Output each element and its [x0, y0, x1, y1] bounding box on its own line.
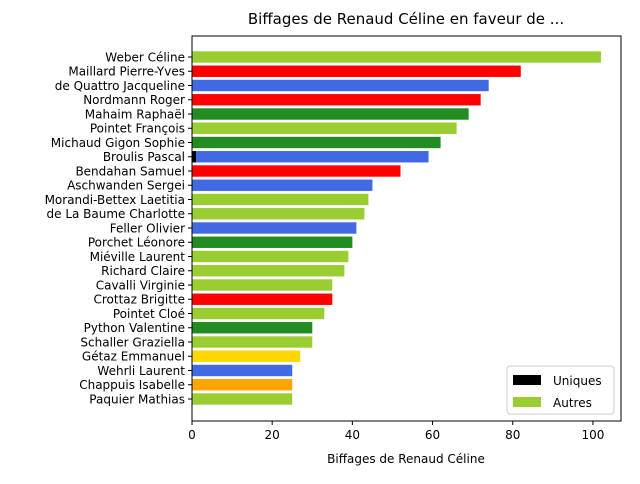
x-tick-label-100: 100 [581, 428, 604, 442]
y-tick-label-morandi-bettex-laetitia: Morandi-Bettex Laetitia [45, 193, 185, 207]
y-tick-label-crottaz-brigitte: Crottaz Brigitte [93, 293, 185, 307]
bar-autres-de-quattro-jacqueline [192, 79, 489, 92]
x-tick-label-20: 20 [265, 428, 280, 442]
y-tick-label-mieville-laurent: Miéville Laurent [90, 250, 186, 264]
bar-autres-aschwanden-sergei [192, 179, 373, 191]
y-tick-label-getaz-emmanuel: Gétaz Emmanuel [82, 350, 185, 364]
x-ticks: 0 20 40 60 80 100 [188, 421, 604, 442]
y-tick-label-paquier-mathias: Paquier Mathias [89, 392, 185, 406]
bar-autres-python-valentine [192, 322, 313, 334]
legend-label-uniques: Uniques [553, 374, 602, 388]
bar-autres-getaz-emmanuel [192, 350, 301, 362]
y-tick-label-nordmann-roger: Nordmann Roger [83, 93, 185, 107]
y-tick-label-maillard-pierre-yves: Maillard Pierre-Yves [68, 65, 185, 79]
x-tick-label-60: 60 [425, 428, 440, 442]
bar-autres-pointet-cloe [192, 307, 325, 320]
legend-label-autres: Autres [553, 396, 592, 410]
bar-autres-weber-celine [192, 51, 601, 63]
axes-frame [191, 35, 622, 422]
bar-autres-de-la-baume-charlotte [192, 208, 365, 220]
bars-group [192, 51, 601, 405]
y-tick-label-bendahan-samuel: Bendahan Samuel [75, 164, 185, 178]
bar-autres-maillard-pierre-yves [192, 65, 521, 77]
y-tick-label-wehrli-laurent: Wehrli Laurent [97, 364, 185, 378]
legend-swatch-autres [513, 397, 541, 407]
y-tick-label-weber-celine: Weber Céline [105, 50, 185, 64]
bar-autres-mieville-laurent [192, 250, 349, 263]
bar-autres-chappuis-isabelle [192, 379, 293, 391]
bar-autres-morandi-bettex-laetitia [192, 193, 369, 206]
bar-autres-paquier-mathias [192, 393, 293, 405]
bar-autres-pointet-francois [192, 122, 457, 134]
y-tick-label-feller-olivier: Feller Olivier [110, 221, 185, 235]
y-tick-label-richard-claire: Richard Claire [101, 264, 185, 278]
y-tick-label-de-la-baume-charlotte: de La Baume Charlotte [47, 207, 186, 221]
x-tick-label-0: 0 [188, 428, 196, 442]
bar-autres-crottaz-brigitte [192, 293, 333, 305]
bar-autres-wehrli-laurent [192, 364, 293, 377]
bar-autres-nordmann-roger [192, 94, 481, 106]
bar-autres-mahaim-raphael [192, 108, 469, 120]
x-tick-label-40: 40 [345, 428, 360, 442]
y-tick-label-schaller-graziella: Schaller Graziella [80, 335, 185, 349]
y-tick-label-chappuis-isabelle: Chappuis Isabelle [79, 378, 185, 392]
y-tick-label-porchet-leonore: Porchet Léonore [88, 236, 185, 250]
bar-autres-richard-claire [192, 265, 345, 277]
y-tick-label-pointet-cloe: Pointet Cloé [113, 307, 185, 321]
x-axis-label: Biffages de Renaud Céline [327, 452, 485, 466]
chart-title: Biffages de Renaud Céline en faveur de .… [248, 10, 564, 28]
y-tick-label-broulis-pascal: Broulis Pascal [103, 150, 185, 164]
bar-uniques-broulis-pascal [192, 151, 197, 163]
y-tick-label-aschwanden-sergei: Aschwanden Sergei [67, 179, 185, 193]
bar-autres-michaud-gigon-sophie [192, 136, 441, 149]
y-tick-label-michaud-gigon-sophie: Michaud Gigon Sophie [51, 136, 185, 150]
y-tick-label-python-valentine: Python Valentine [84, 321, 185, 335]
y-tick-label-cavalli-virginie: Cavalli Virginie [96, 278, 185, 292]
bar-autres-broulis-pascal [196, 151, 429, 163]
bar-autres-porchet-leonore [192, 236, 353, 248]
bar-autres-feller-olivier [192, 222, 357, 234]
bar-autres-cavalli-virginie [192, 279, 333, 291]
legend: Uniques Autres [506, 365, 615, 415]
bar-autres-bendahan-samuel [192, 165, 401, 177]
bar-autres-schaller-graziella [192, 336, 313, 348]
y-tick-label-pointet-francois: Pointet François [90, 122, 185, 136]
y-tick-label-de-quattro-jacqueline: de Quattro Jacqueline [55, 79, 185, 93]
legend-swatch-uniques [513, 375, 541, 385]
y-tick-label-mahaim-raphael: Mahaim Raphaël [85, 107, 185, 121]
x-tick-label-80: 80 [505, 428, 520, 442]
